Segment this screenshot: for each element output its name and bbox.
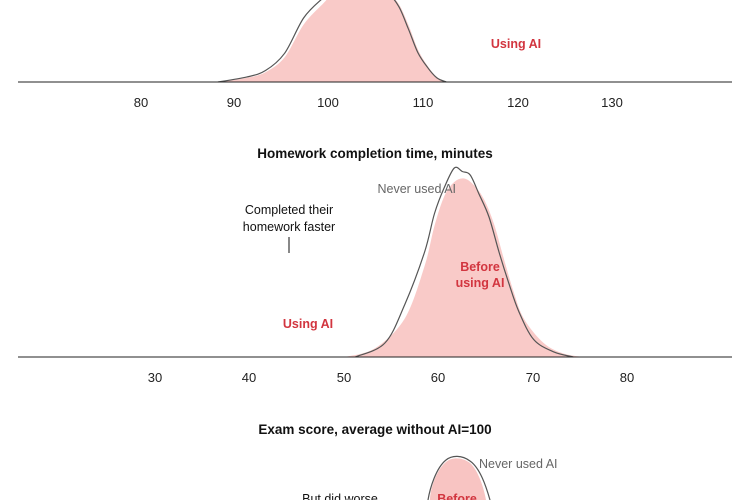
tick-label: 130 (601, 95, 623, 110)
tick-label: 100 (317, 95, 339, 110)
panel-top: 80 90 100 110 120 130 Using AI (18, 0, 732, 110)
tick-label: 120 (507, 95, 529, 110)
tick-label: 70 (526, 370, 540, 385)
series-area-before-using-ai (345, 178, 584, 357)
tick-label: 30 (148, 370, 162, 385)
annotation-never-used-ai: Never used AI (377, 182, 456, 196)
annotation-using-ai: Using AI (491, 37, 541, 51)
panel-exam-score: Exam score, average without AI=100 Never… (258, 422, 558, 500)
annotation-never-used-ai: Never used AI (479, 457, 558, 471)
series-area-before-using-ai (430, 458, 486, 500)
tick-label: 90 (227, 95, 241, 110)
panel-homework-time: Homework completion time, minutes 30 40 … (18, 146, 732, 385)
annotation-faster-line2: homework faster (243, 220, 335, 234)
tick-label: 60 (431, 370, 445, 385)
series-area-before-using-ai (217, 0, 447, 82)
tick-label: 50 (337, 370, 351, 385)
annotation-faster-line1: Completed their (245, 203, 333, 217)
series-line-never-used-ai (427, 455, 491, 500)
series-line-never-used-ai (217, 0, 447, 83)
annotation-did-worse: But did worse (302, 492, 378, 500)
annotation-before: Before (437, 492, 477, 500)
series-line-never-used-ai (354, 166, 574, 358)
annotation-before-line2: using AI (456, 276, 505, 290)
annotation-before-line1: Before (460, 260, 500, 274)
chart-title: Exam score, average without AI=100 (258, 422, 491, 437)
annotation-using-ai: Using AI (283, 317, 333, 331)
tick-label: 80 (134, 95, 148, 110)
tick-label: 80 (620, 370, 634, 385)
chart-title: Homework completion time, minutes (257, 146, 493, 161)
tick-label: 110 (413, 95, 434, 110)
tick-label: 40 (242, 370, 256, 385)
